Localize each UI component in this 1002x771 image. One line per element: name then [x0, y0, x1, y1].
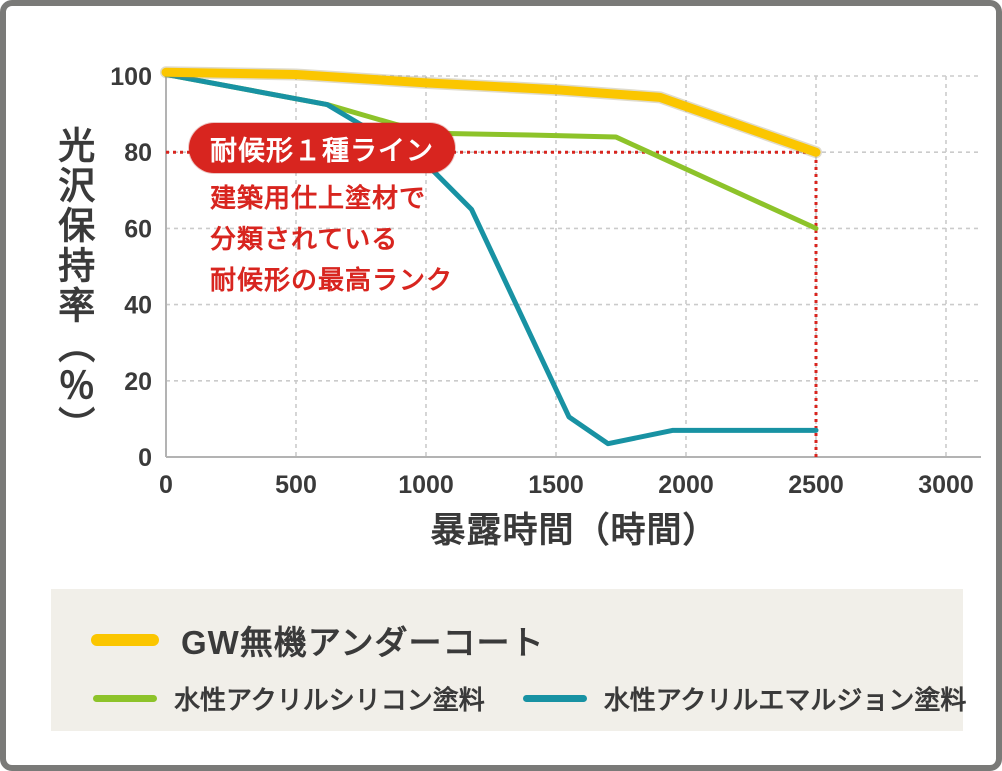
y-tick-label-100: 100 — [110, 63, 152, 91]
x-axis-title: 暴露時間（時間） — [430, 511, 719, 550]
chart-plot-area: 0 500 1000 1500 2000 2500 3000 0 20 40 60 80 100 — [110, 63, 981, 499]
annotation-text: 建築用仕上塗材で 分類されている 耐候形の最高ランク — [210, 178, 453, 301]
annotation-line-3: 耐候形の最高ランク — [210, 265, 454, 295]
legend-item-gw-undercoat: GW無機アンダーコート — [91, 616, 545, 664]
badge-label: 耐候形１種ライン — [210, 135, 434, 166]
y-axis-title: 光沢保持率（％） — [52, 126, 94, 446]
legend-panel: GW無機アンダーコート 水性アクリルシリコン塗料 水性アクリルエマルジョン塗料 — [51, 589, 966, 731]
weatherability-type1-badge: 耐候形１種ライン — [189, 123, 455, 173]
series-line-gw-undercoat — [161, 67, 821, 157]
legend-item-acrylic-emulsion: 水性アクリルエマルジョン塗料 — [522, 680, 967, 717]
x-tick-label-0: 0 — [159, 471, 173, 499]
y-tick-label-40: 40 — [124, 292, 152, 320]
legend-item-acrylic-silicone: 水性アクリルシリコン塗料 — [93, 680, 485, 717]
legend-label-acrylic-emulsion: 水性アクリルエマルジョン塗料 — [603, 685, 967, 715]
legend-swatch-acrylic-emulsion — [522, 695, 587, 702]
x-tick-label-500: 500 — [275, 471, 317, 499]
x-tick-label-2000: 2000 — [658, 471, 714, 499]
legend-row-2: 水性アクリルシリコン塗料 水性アクリルエマルジョン塗料 — [93, 680, 966, 717]
annotation-line-2: 分類されている — [210, 224, 399, 254]
y-tick-label-20: 20 — [124, 368, 152, 396]
x-tick-label-1500: 1500 — [528, 471, 584, 499]
y-tick-label-60: 60 — [124, 215, 152, 243]
legend-swatch-acrylic-silicone — [93, 695, 157, 702]
annotation-line-1: 建築用仕上塗材で — [210, 183, 427, 213]
x-tick-label-1000: 1000 — [398, 471, 454, 499]
x-tick-label-2500: 2500 — [788, 471, 844, 499]
legend-label-acrylic-silicone: 水性アクリルシリコン塗料 — [174, 685, 485, 715]
x-tick-label-3000: 3000 — [918, 471, 974, 499]
y-tick-label-80: 80 — [124, 139, 152, 167]
legend-swatch-gw-undercoat — [91, 634, 159, 646]
y-tick-label-0: 0 — [138, 444, 152, 472]
legend-label-gw-undercoat: GW無機アンダーコート — [181, 624, 545, 661]
series-line-acrylic-emulsion — [163, 71, 819, 447]
